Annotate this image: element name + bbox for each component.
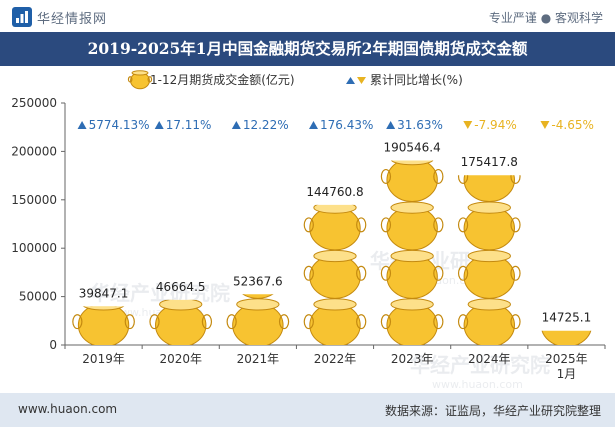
watermark-text: 华经产业研究院	[90, 281, 230, 305]
growth-down-icon-6	[540, 121, 550, 129]
growth-label-1: 17.11%	[166, 118, 212, 132]
growth-up-icon-0	[77, 121, 87, 129]
legend-label-amount: 1-12月期货成交金额(亿元)	[150, 72, 295, 87]
growth-label-2: 12.22%	[243, 118, 289, 132]
bar-5	[457, 175, 521, 345]
footer-source: 数据来源：证监局，华经产业研究院整理	[384, 404, 601, 418]
growth-label-3: 176.43%	[320, 118, 373, 132]
growth-up-icon-3	[309, 121, 318, 129]
footer-url[interactable]: www.huaon.com	[18, 402, 118, 416]
x-tick-label: 1月	[557, 367, 577, 381]
growth-label-4: 31.63%	[397, 118, 443, 132]
bar-value-label-6: 14725.1	[542, 311, 592, 325]
growth-up-icon-4	[386, 121, 396, 129]
bar-value-label-1: 46664.5	[156, 280, 206, 294]
bar-2	[226, 294, 290, 346]
brand-logo-icon	[12, 7, 32, 27]
y-tick-label: 250000	[11, 96, 57, 110]
x-tick-label: 2024年	[468, 352, 511, 366]
brand: 华经情报网	[12, 7, 107, 27]
legend-label-growth: 累计同比增长(%)	[370, 73, 463, 87]
bar-value-label-3: 144760.8	[306, 185, 363, 199]
brand-name: 华经情报网	[37, 11, 108, 27]
x-tick-label: 2023年	[391, 352, 434, 366]
x-tick-label: 2021年	[237, 352, 280, 366]
chart-area: 华经产业研究院www.huaon.com华经产业研究院www.huaon.com…	[11, 70, 606, 391]
bar-value-label-4: 190546.4	[384, 141, 441, 155]
bar-value-label-0: 39847.1	[79, 286, 129, 300]
growth-up-icon-1	[154, 121, 164, 129]
growth-label-5: -7.94%	[474, 118, 516, 132]
top-bar: 华经情报网 专业严谨 ● 客观科学	[0, 0, 615, 32]
x-tick-label: 2019年	[82, 352, 125, 366]
legend-pot-icon	[127, 70, 153, 90]
legend: 1-12月期货成交金额(亿元) 累计同比增长(%)	[127, 70, 463, 90]
bar-0	[72, 306, 135, 345]
growth-down-icon-5	[463, 121, 473, 129]
footer-band: www.huaon.com 数据来源：证监局，华经产业研究院整理	[0, 393, 615, 427]
watermark-url: www.huaon.com	[432, 378, 523, 391]
bar-value-label-5: 175417.8	[461, 155, 518, 169]
y-tick-label: 150000	[11, 193, 57, 207]
bar-4	[380, 160, 444, 345]
x-tick-label: 2022年	[314, 352, 357, 366]
bar-6	[541, 330, 592, 345]
watermark-text: 华经产业研究院	[410, 353, 550, 377]
chart-title: 2019-2025年1月中国金融期货交易所2年期国债期货成交金额	[87, 39, 528, 58]
y-tick-label: 200000	[11, 144, 57, 158]
legend-down-triangle-icon	[357, 77, 366, 84]
y-tick-label: 50000	[19, 290, 57, 304]
y-tick-label: 100000	[11, 241, 57, 255]
title-band: 2019-2025年1月中国金融期货交易所2年期国债期货成交金额	[0, 32, 615, 66]
y-tick-label: 0	[49, 338, 57, 352]
bar-1	[149, 299, 213, 345]
growth-label-6: -4.65%	[551, 118, 593, 132]
bar-value-label-2: 52367.6	[233, 274, 283, 288]
growth-up-icon-2	[231, 121, 241, 129]
growth-label-0: 5774.13%	[89, 118, 150, 132]
legend-up-triangle-icon	[346, 77, 355, 84]
x-tick-label: 2025年	[545, 352, 588, 366]
tagline: 专业严谨 ● 客观科学	[488, 11, 603, 25]
bar-3	[303, 204, 367, 345]
x-tick-label: 2020年	[159, 352, 202, 366]
